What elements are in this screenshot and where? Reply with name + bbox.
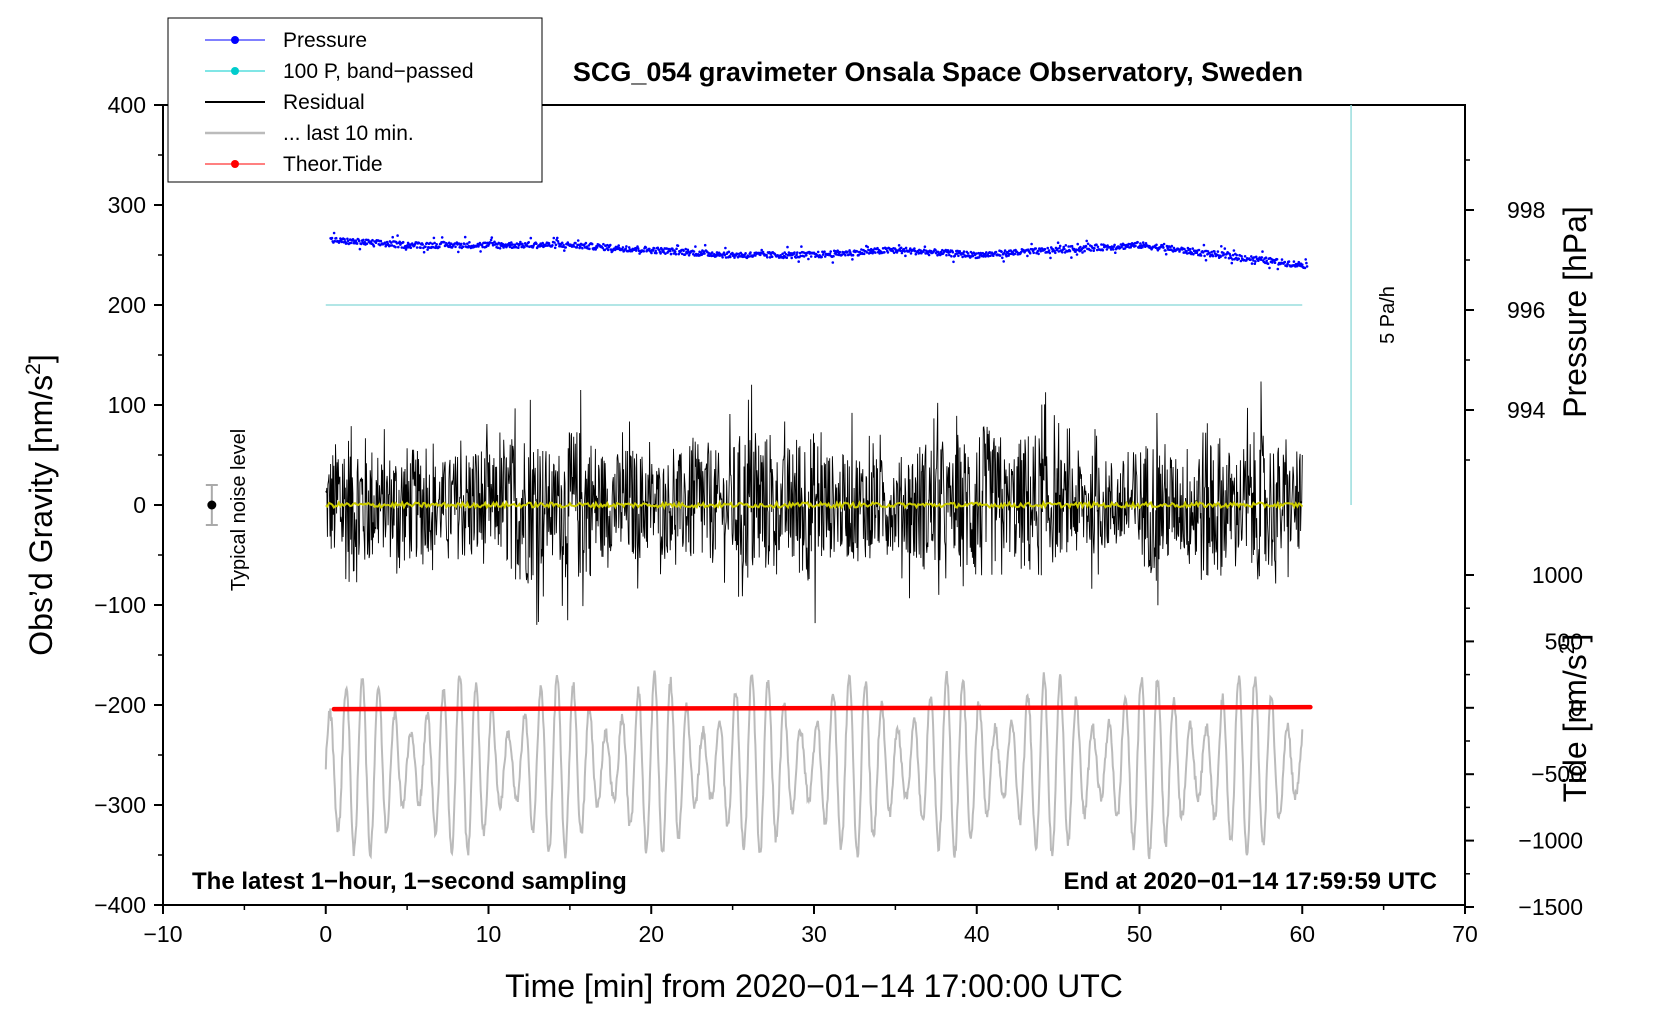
y-tick-label: −300 [94, 792, 146, 818]
left-axis-ticks: 400 300 200 100 0 −100 −200 −300 −400 [94, 92, 163, 918]
legend-marker [231, 36, 239, 44]
legend: Pressure 100 P, band−passed Residual ... la… [167, 17, 543, 183]
y-tick-label: −200 [94, 692, 146, 718]
y-tick-label: −100 [94, 592, 146, 618]
left-axis-label: Obs’d Gravity [nm/s2] [22, 354, 59, 656]
x-tick-label: 40 [964, 921, 990, 947]
legend-item: Pressure [205, 29, 367, 52]
y-tick-label: 400 [108, 92, 146, 118]
tide-tick-label: −1500 [1518, 894, 1583, 920]
x-tick-label: 30 [801, 921, 827, 947]
y-tick-label: 100 [108, 392, 146, 418]
smoothed-line [325, 499, 1304, 511]
rate-label: 5 Pa/h [1377, 286, 1399, 344]
pressure-series [329, 231, 1309, 271]
x-tick-label: 20 [638, 921, 664, 947]
pressure-dots [329, 231, 1309, 271]
tide-tick-label: 1000 [1532, 562, 1583, 588]
legend-label: 100 P, band−passed [283, 60, 474, 83]
x-tick-label: 60 [1289, 921, 1315, 947]
x-tick-label: 10 [476, 921, 502, 947]
pressure-axis-label: Pressure [hPa] [1557, 206, 1593, 418]
x-tick-label: 70 [1452, 921, 1478, 947]
legend-box [167, 17, 543, 183]
markers [205, 105, 1352, 526]
tide-axis-ticks: 1000 500 0 −500 −1000 −1500 [1465, 562, 1583, 920]
legend-marker [231, 160, 239, 168]
note-bottom-right: End at 2020−01−14 17:59:59 UTC [1063, 868, 1437, 895]
theoretical-tide-series [331, 704, 1313, 712]
y-tick-label: 0 [133, 492, 146, 518]
left-axis-label-main: Obs’d Gravity [nm/s [23, 375, 59, 656]
legend-label: ... last 10 min. [283, 122, 414, 145]
x-tick-label: −10 [143, 921, 182, 947]
residual-smoothed-series [325, 499, 1304, 511]
tide-axis-label-end: ] [1557, 634, 1593, 643]
noise-point [207, 500, 217, 510]
left-axis-label-sup: 2 [22, 363, 45, 375]
pressure-tick-label: 998 [1507, 197, 1545, 223]
legend-marker [231, 67, 239, 75]
noise-level-label: Typical noise level [228, 429, 250, 591]
x-tick-label: 50 [1127, 921, 1153, 947]
pressure-tick-label: 994 [1507, 397, 1546, 423]
legend-label: Pressure [283, 29, 367, 52]
legend-label: Residual [283, 91, 365, 114]
x-axis-label: Time [min] from 2020−01−14 17:00:00 UTC [505, 968, 1123, 1004]
tide-line [331, 704, 1313, 712]
legend-label: Theor.Tide [283, 153, 383, 176]
tide-axis-label-main: Tide [nm/s [1557, 654, 1593, 802]
tide-axis-label: Tide [nm/s2] [1556, 634, 1593, 803]
pressure-tick-label: 996 [1507, 297, 1545, 323]
tide-tick-label: −500 [1531, 761, 1583, 787]
x-tick-label: 0 [319, 921, 332, 947]
tide-tick-label: −1000 [1518, 828, 1583, 854]
tide-axis-label-sup: 2 [1556, 643, 1579, 655]
y-tick-label: −400 [94, 892, 146, 918]
pressure-axis-ticks: 998 996 994 [1465, 159, 1546, 461]
tide-tick-label: 0 [1570, 695, 1583, 721]
last-10-min-line [324, 670, 1304, 860]
legend-item: ... last 10 min. [205, 122, 414, 145]
chart-title: SCG_054 gravimeter Onsala Space Observat… [573, 57, 1303, 87]
y-tick-label: 200 [108, 292, 146, 318]
note-bottom-left: The latest 1−hour, 1−second sampling [192, 868, 627, 895]
legend-item: Theor.Tide [205, 153, 383, 176]
legend-item: 100 P, band−passed [205, 60, 474, 83]
legend-items: Pressure 100 P, band−passed Residual ... la… [205, 29, 474, 176]
tide-tick-label: 500 [1545, 628, 1583, 654]
legend-item: Residual [205, 91, 365, 114]
left-axis-label-end: ] [23, 354, 59, 363]
last-10-min-series [324, 670, 1304, 860]
x-axis-ticks: −10 0 10 20 30 40 50 60 70 [143, 905, 1478, 947]
y-tick-label: 300 [108, 192, 146, 218]
